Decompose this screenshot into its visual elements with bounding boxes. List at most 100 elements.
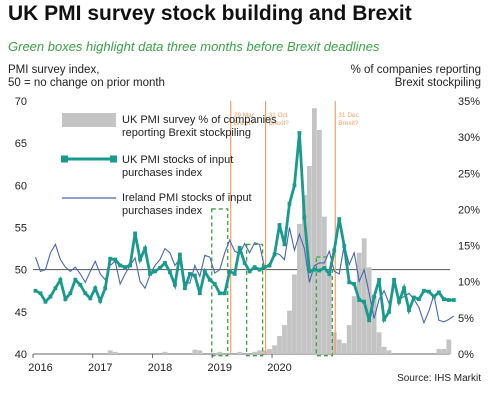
uk-pmi-point xyxy=(367,318,372,323)
uk-pmi-point xyxy=(436,290,441,295)
uk-pmi-point xyxy=(322,266,327,270)
uk-pmi-point xyxy=(128,263,133,268)
uk-pmi-point xyxy=(88,296,93,301)
stockpiling-bar xyxy=(376,332,382,354)
uk-pmi-point xyxy=(178,252,182,257)
deadline-label: 31 Oct xyxy=(269,112,288,119)
right-tick-label: 10% xyxy=(458,277,480,289)
uk-pmi-point xyxy=(412,295,416,300)
uk-pmi-point xyxy=(43,299,48,304)
stockpiling-bar xyxy=(292,274,297,354)
uk-pmi-point xyxy=(287,201,292,206)
legend-label-ireland: Ireland PMI stocks of input xyxy=(122,192,252,204)
stockpiling-bar xyxy=(277,335,282,354)
uk-pmi-point xyxy=(267,263,272,268)
left-tick-label: 70 xyxy=(15,96,27,108)
uk-pmi-point xyxy=(212,282,217,286)
uk-pmi-point xyxy=(441,297,446,302)
left-tick-label: 50 xyxy=(15,265,27,277)
uk-pmi-point xyxy=(352,282,357,286)
uk-pmi-point xyxy=(123,265,128,270)
right-tick-label: 35% xyxy=(458,96,480,108)
uk-pmi-point xyxy=(93,286,98,291)
uk-pmi-point xyxy=(38,291,43,296)
uk-pmi-point xyxy=(342,244,347,248)
uk-pmi-point xyxy=(362,299,367,304)
stockpiling-bar xyxy=(361,238,367,354)
uk-pmi-point xyxy=(63,297,68,302)
stockpiling-bar xyxy=(262,350,267,354)
right-tick-label: 5% xyxy=(458,313,474,325)
source-note: Source: IHS Markit xyxy=(397,373,481,384)
stockpiling-bar xyxy=(311,108,317,354)
stockpiling-bar xyxy=(272,345,277,354)
uk-pmi-point xyxy=(207,277,212,282)
uk-pmi-point xyxy=(347,280,352,285)
x-tick-label: 2017 xyxy=(88,362,112,374)
left-tick-label: 40 xyxy=(15,349,27,361)
stockpiling-bar xyxy=(297,223,302,354)
uk-pmi-point xyxy=(446,298,451,302)
uk-pmi-point xyxy=(252,265,257,270)
left-tick-label: 65 xyxy=(15,138,27,150)
deadline-label: 31 Dec xyxy=(338,112,359,119)
uk-pmi-point xyxy=(187,271,192,276)
uk-pmi-point xyxy=(192,273,197,278)
deadline-label: 29 Mar xyxy=(234,112,255,119)
uk-pmi-point xyxy=(83,291,88,296)
uk-pmi-point xyxy=(168,270,172,275)
stockpiling-bar xyxy=(112,351,118,354)
uk-pmi-point xyxy=(392,277,396,282)
uk-pmi-point xyxy=(98,298,103,303)
left-tick-label: 60 xyxy=(15,180,27,192)
uk-pmi-point xyxy=(357,298,362,302)
stockpiling-bar xyxy=(386,350,392,354)
stockpiling-bar xyxy=(197,350,203,354)
uk-pmi-point xyxy=(182,286,187,291)
uk-pmi-point xyxy=(372,294,377,299)
right-tick-label: 0% xyxy=(458,349,474,361)
uk-pmi-point xyxy=(327,271,332,276)
chart-title: UK PMI survey stock building and Brexit xyxy=(8,2,412,25)
uk-pmi-point xyxy=(143,246,147,251)
uk-pmi-point xyxy=(247,269,252,274)
uk-pmi-point xyxy=(138,257,142,262)
uk-pmi-point xyxy=(118,263,123,268)
uk-pmi-point xyxy=(103,286,108,291)
uk-pmi-point xyxy=(113,257,118,262)
uk-pmi-point xyxy=(272,252,277,257)
uk-pmi-point xyxy=(382,317,386,322)
uk-pmi-line xyxy=(34,132,454,324)
uk-pmi-point xyxy=(422,288,426,293)
stockpiling-bar xyxy=(192,349,198,354)
right-axis-label: % of companies reporting Brexit stockpil… xyxy=(350,64,481,89)
chart-subtitle: Green boxes highlight data three months … xyxy=(8,39,380,54)
uk-pmi-point xyxy=(387,309,391,314)
uk-pmi-point xyxy=(337,217,342,221)
x-tick-label: 2019 xyxy=(208,362,232,374)
uk-pmi-point xyxy=(237,245,242,250)
uk-pmi-point xyxy=(217,291,222,296)
stockpiling-bar xyxy=(302,194,307,354)
stockpiling-bar xyxy=(351,296,357,354)
legend-marker-uk xyxy=(110,155,117,163)
uk-pmi-point xyxy=(232,271,237,276)
uk-pmi-point xyxy=(163,261,167,265)
stockpiling-bar xyxy=(371,296,377,354)
legend-swatch-stockpiling xyxy=(62,113,116,127)
stockpiling-bar xyxy=(267,348,272,354)
uk-pmi-point xyxy=(108,256,113,261)
uk-pmi-point xyxy=(417,297,421,302)
stockpiling-bar xyxy=(237,351,243,354)
uk-pmi-point xyxy=(262,265,267,270)
uk-pmi-point xyxy=(257,267,262,272)
uk-pmi-point xyxy=(377,277,382,282)
uk-pmi-point xyxy=(407,308,411,313)
uk-pmi-point xyxy=(402,286,406,291)
x-tick-label: 2020 xyxy=(267,362,291,374)
uk-pmi-point xyxy=(48,294,53,299)
uk-pmi-point xyxy=(282,242,287,247)
uk-pmi-point xyxy=(73,277,78,282)
left-axis-label: PMI survey index, 50 = no change on prio… xyxy=(8,64,165,89)
